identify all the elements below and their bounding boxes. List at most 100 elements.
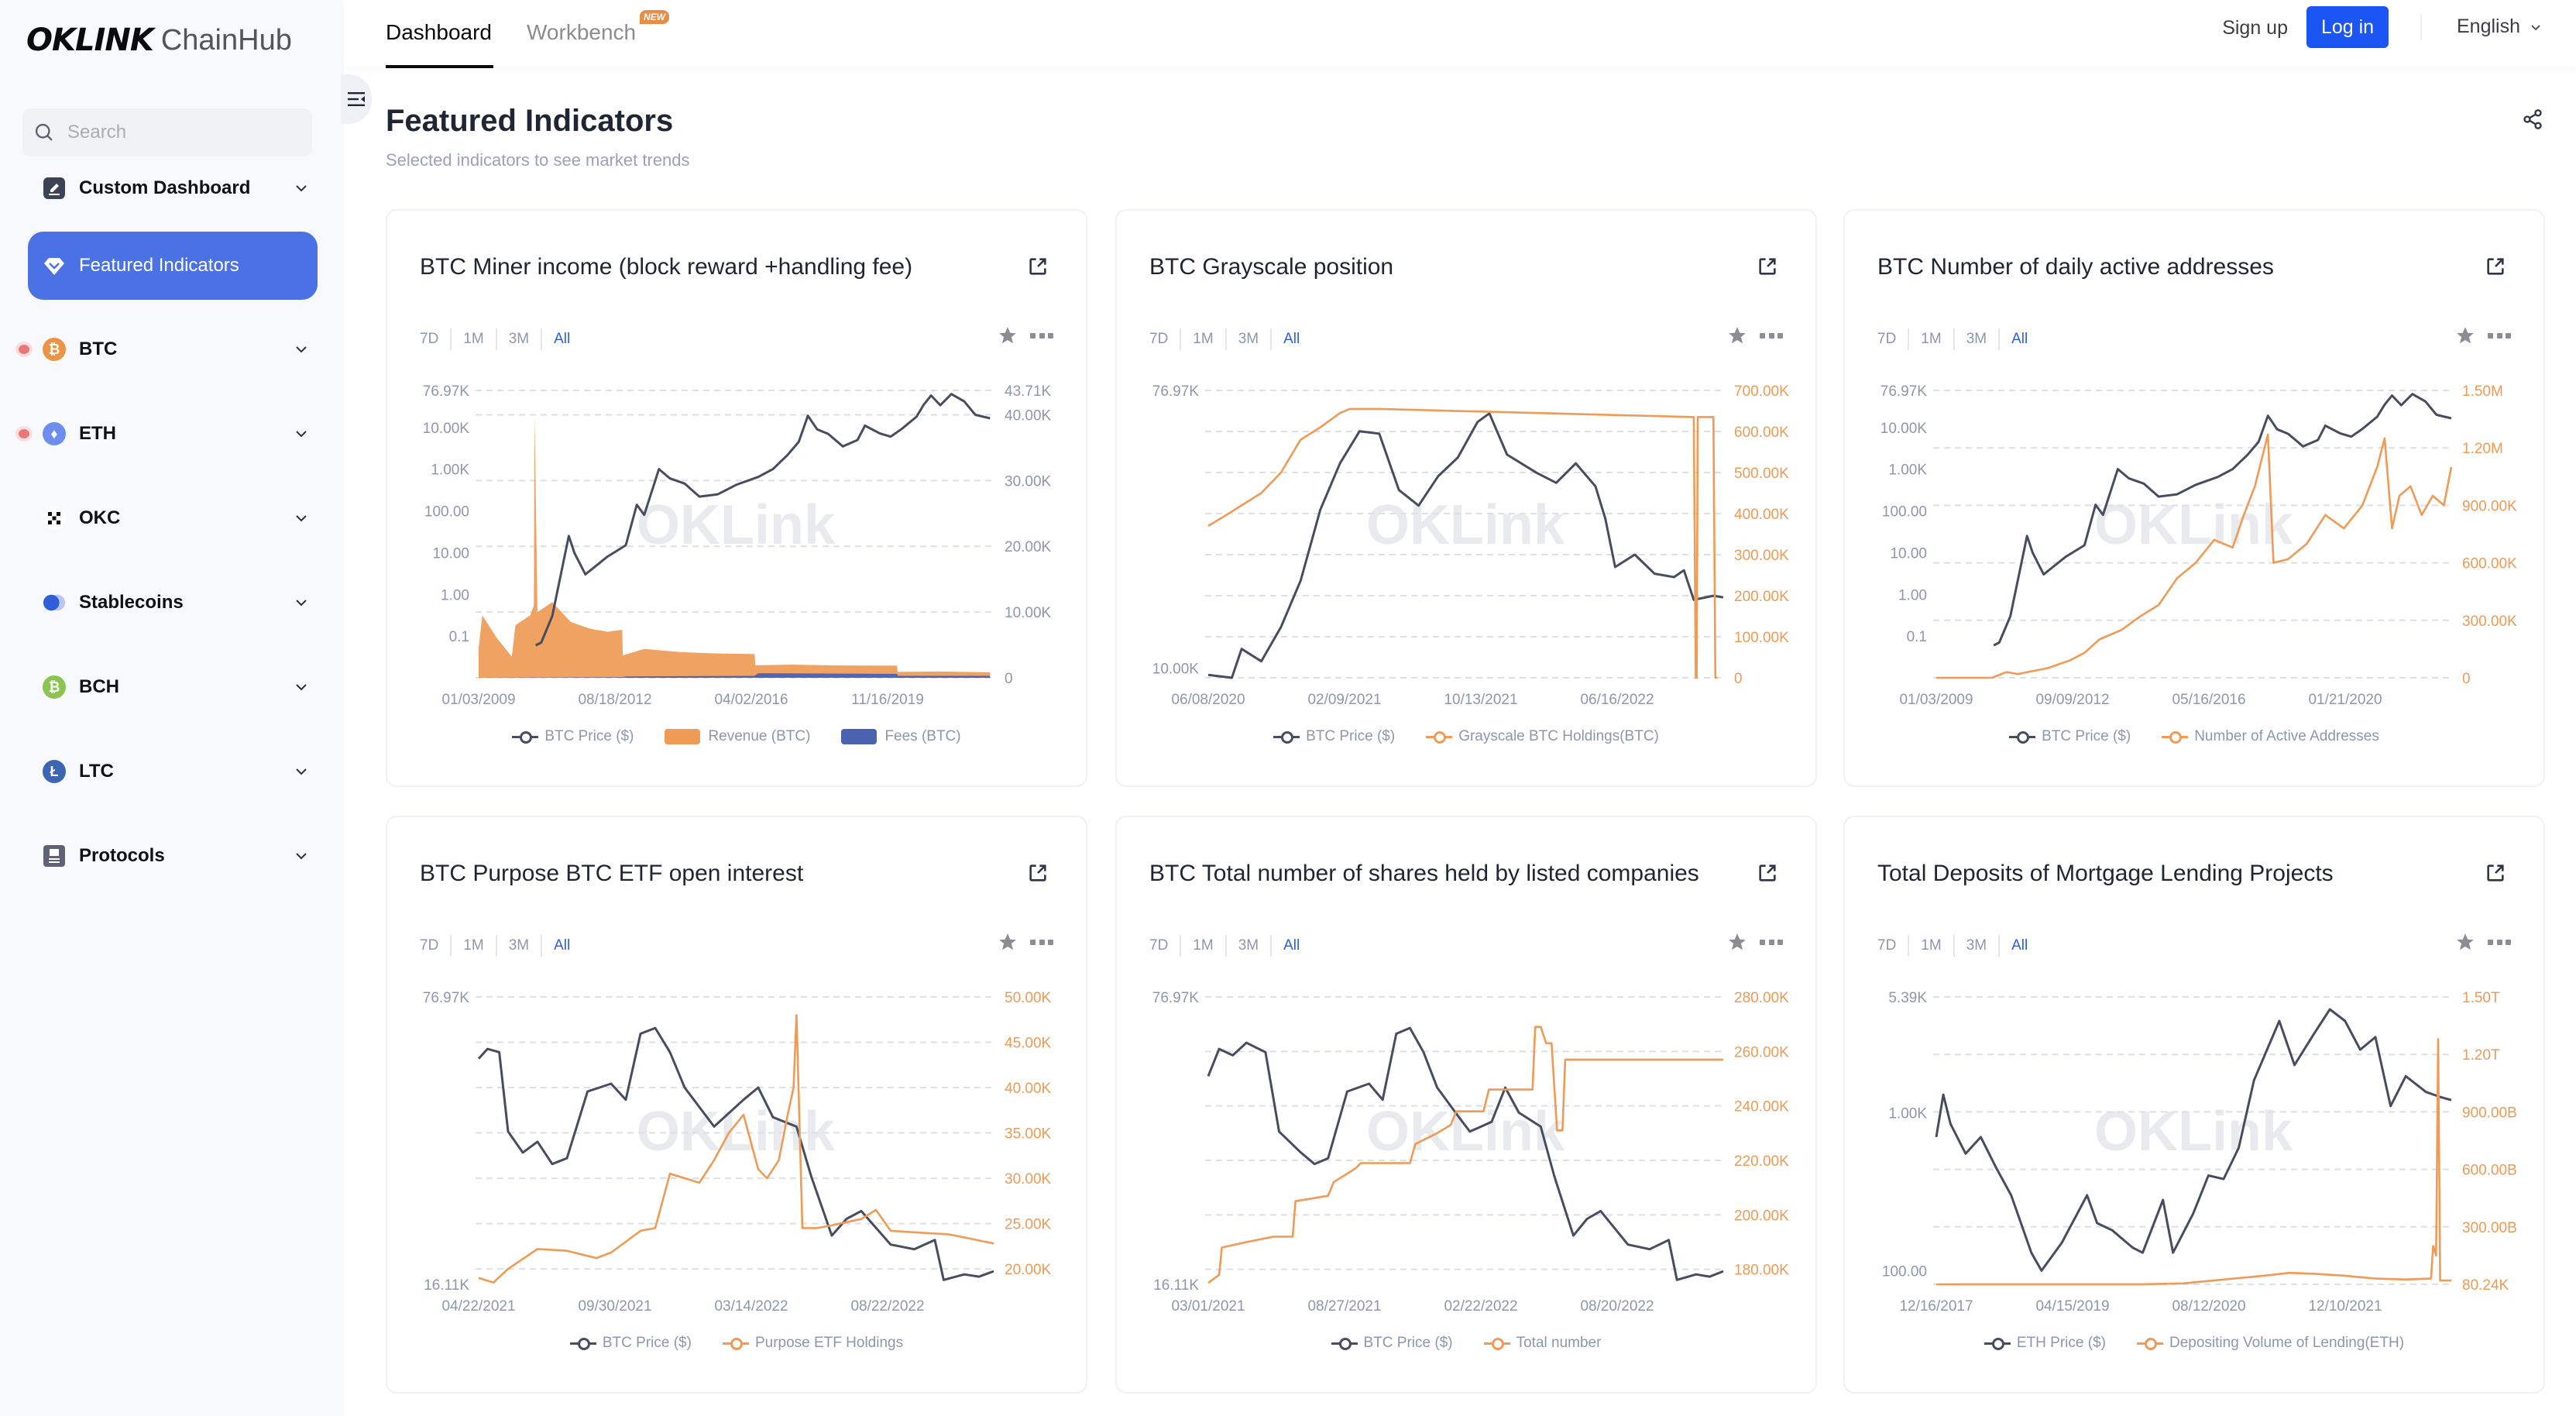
open-external-icon[interactable] — [2485, 256, 2506, 277]
range-7d[interactable]: 7D — [1149, 331, 1169, 347]
sidebar-item-bch[interactable]: ₿ BCH — [28, 653, 318, 721]
left-axis-tick: 16.11K — [1153, 1277, 1199, 1294]
sign-up-link[interactable]: Sign up — [2222, 17, 2288, 39]
legend-item-revenue-btc[interactable]: Revenue (BTC) — [665, 728, 810, 745]
time-range-selector: 7D 1M 3M All — [1877, 935, 2039, 957]
more-options-icon[interactable] — [1760, 325, 1783, 345]
range-1m[interactable]: 1M — [450, 328, 495, 350]
chevron-down-icon[interactable] — [293, 510, 310, 527]
sidebar-item-ltc[interactable]: Ł LTC — [28, 737, 318, 806]
sidebar-item-stablecoins[interactable]: Stablecoins — [28, 569, 318, 637]
open-external-icon[interactable] — [2485, 862, 2506, 884]
sidebar-item-label: LTC — [79, 761, 114, 782]
more-options-icon[interactable] — [1760, 932, 1783, 952]
favorite-star-icon[interactable] — [1727, 325, 1747, 345]
sidebar-item-eth[interactable]: ♦ ETH — [19, 400, 318, 468]
chart-legend: BTC Price ($) Number of Active Addresses — [1845, 728, 2543, 745]
legend-item-btc-price[interactable]: BTC Price ($) — [512, 728, 634, 745]
range-7d[interactable]: 7D — [1149, 937, 1169, 954]
sidebar-item-btc[interactable]: ₿ BTC — [19, 315, 318, 383]
range-1m[interactable]: 1M — [1908, 328, 1953, 350]
oklink-logo[interactable]: OKLINK ChainHub — [26, 22, 292, 58]
sidebar-item-featured-indicators[interactable]: Featured Indicators — [28, 232, 318, 300]
chevron-down-icon[interactable] — [293, 594, 310, 611]
range-1m[interactable]: 1M — [1908, 935, 1953, 957]
open-external-icon[interactable] — [1027, 862, 1049, 884]
more-options-icon[interactable] — [1030, 932, 1053, 952]
range-1m[interactable]: 1M — [450, 935, 495, 957]
left-axis-tick: 10.00 — [432, 545, 469, 562]
right-axis-tick: 80.24K — [2462, 1277, 2509, 1294]
range-all[interactable]: All — [1270, 328, 1311, 350]
range-7d[interactable]: 7D — [420, 331, 439, 347]
legend-item-fees-btc[interactable]: Fees (BTC) — [841, 728, 961, 745]
range-3m[interactable]: 3M — [1224, 935, 1270, 957]
range-7d[interactable]: 7D — [1877, 937, 1897, 954]
legend-item-btc-price[interactable]: BTC Price ($) — [2009, 728, 2131, 745]
chevron-down-icon[interactable] — [293, 679, 310, 696]
legend-line-marker — [1426, 731, 1453, 744]
legend-item-btc-price[interactable]: BTC Price ($) — [1331, 1335, 1453, 1352]
open-external-icon[interactable] — [1027, 256, 1049, 277]
range-3m[interactable]: 3M — [495, 935, 541, 957]
right-axis-tick: 1.50T — [2462, 990, 2500, 1006]
right-axis-tick: 700.00K — [1734, 383, 1789, 400]
log-in-button[interactable]: Log in — [2306, 6, 2389, 48]
range-all[interactable]: All — [1998, 328, 2039, 350]
sidebar-item-custom-dashboard[interactable]: Custom Dashboard — [28, 154, 318, 222]
range-all[interactable]: All — [541, 935, 582, 957]
sidebar-collapse-button[interactable] — [341, 74, 372, 124]
top-bar: Dashboard Workbench NEW Sign up Log in E… — [344, 0, 2576, 68]
range-3m[interactable]: 3M — [1953, 935, 1998, 957]
right-axis-tick: 900.00B — [2462, 1105, 2517, 1121]
chevron-down-icon[interactable] — [293, 180, 310, 197]
language-selector[interactable]: English — [2457, 15, 2542, 38]
legend-item-btc-price[interactable]: BTC Price ($) — [569, 1335, 692, 1352]
range-3m[interactable]: 3M — [1953, 328, 1998, 350]
range-3m[interactable]: 3M — [495, 328, 541, 350]
legend-line-marker — [1483, 1338, 1510, 1350]
left-axis-tick: 1.00 — [1898, 587, 1927, 603]
range-all[interactable]: All — [1998, 935, 2039, 957]
range-all[interactable]: All — [1270, 935, 1311, 957]
open-external-icon[interactable] — [1757, 862, 1778, 884]
favorite-star-icon[interactable] — [2455, 325, 2475, 345]
range-all[interactable]: All — [541, 328, 582, 350]
x-axis-tick: 03/14/2022 — [714, 1298, 788, 1315]
favorite-star-icon[interactable] — [998, 325, 1018, 345]
tab-dashboard[interactable]: Dashboard — [386, 20, 493, 68]
share-icon[interactable] — [2522, 108, 2543, 130]
legend-item-eth-price[interactable]: ETH Price ($) — [1984, 1335, 2106, 1352]
search-box[interactable] — [22, 108, 312, 156]
range-7d[interactable]: 7D — [1877, 331, 1897, 347]
tab-workbench[interactable]: Workbench — [527, 20, 637, 44]
chevron-down-icon[interactable] — [293, 341, 310, 358]
open-external-icon[interactable] — [1757, 256, 1778, 277]
legend-item-total-number[interactable]: Total number — [1483, 1335, 1601, 1352]
chart-canvas: OKLink 1.50T 1.20T 900.00B 600.00B 300.00B 80.… — [1882, 990, 2517, 1315]
legend-item-depositing-volume-of-lending-eth[interactable]: Depositing Volume of Lending(ETH) — [2136, 1335, 2404, 1352]
left-axis-tick: 76.97K — [423, 383, 470, 400]
more-options-icon[interactable] — [2488, 325, 2511, 345]
favorite-star-icon[interactable] — [998, 932, 1018, 952]
sidebar-item-okc[interactable]: OKC — [28, 484, 318, 552]
chevron-down-icon[interactable] — [293, 425, 310, 442]
range-1m[interactable]: 1M — [1180, 935, 1224, 957]
range-1m[interactable]: 1M — [1180, 328, 1224, 350]
legend-item-purpose-etf-holdings[interactable]: Purpose ETF Holdings — [722, 1335, 903, 1352]
search-input[interactable] — [67, 122, 300, 143]
more-options-icon[interactable] — [2488, 932, 2511, 952]
legend-item-grayscale-btc-holdings-btc[interactable]: Grayscale BTC Holdings(BTC) — [1426, 728, 1659, 745]
chevron-down-icon[interactable] — [293, 763, 310, 780]
legend-item-btc-price[interactable]: BTC Price ($) — [1273, 728, 1395, 745]
range-7d[interactable]: 7D — [420, 937, 439, 954]
sidebar-item-protocols[interactable]: Protocols — [28, 822, 318, 890]
range-3m[interactable]: 3M — [1224, 328, 1270, 350]
right-axis-tick: 30.00K — [1005, 473, 1052, 490]
more-options-icon[interactable] — [1030, 325, 1053, 345]
page-subtitle: Selected indicators to see market trends — [386, 150, 690, 170]
favorite-star-icon[interactable] — [1727, 932, 1747, 952]
chevron-down-icon[interactable] — [293, 847, 310, 864]
favorite-star-icon[interactable] — [2455, 932, 2475, 952]
legend-item-number-of-active-addresses[interactable]: Number of Active Addresses — [2162, 728, 2379, 745]
